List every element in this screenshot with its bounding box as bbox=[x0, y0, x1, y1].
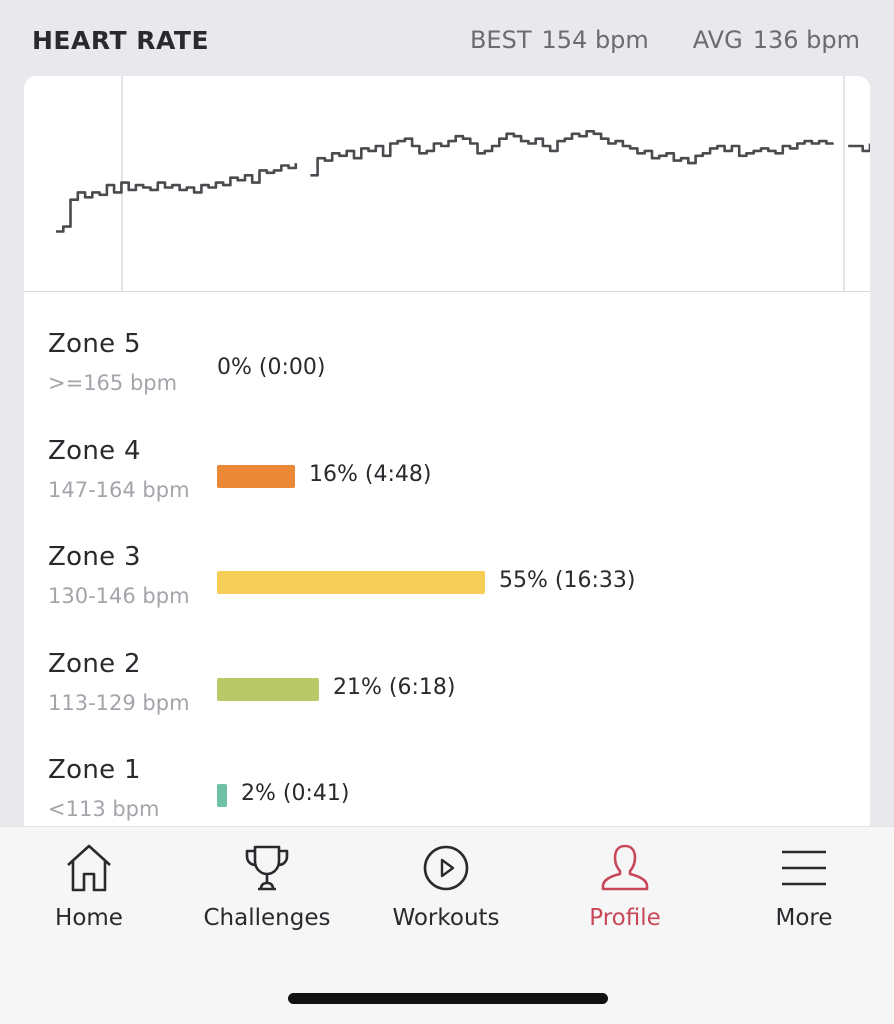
zone-value: 55% (16:33) bbox=[499, 568, 636, 593]
zone-name: Zone 2 bbox=[48, 648, 141, 679]
home-indicator[interactable] bbox=[288, 993, 608, 1004]
heart-rate-card: Zone 5 >=165 bpm 0% (0:00) Zone 4 147-164 bp… bbox=[24, 76, 870, 836]
best-value: 154 bpm bbox=[541, 26, 649, 54]
heart-rate-header: HEART RATE BEST 154 bpm AVG 136 bpm bbox=[0, 0, 894, 76]
best-stat: BEST 154 bpm bbox=[470, 26, 649, 54]
zone-value: 21% (6:18) bbox=[333, 674, 456, 700]
zone-value: 16% (4:48) bbox=[309, 461, 432, 487]
profile-icon bbox=[536, 841, 714, 895]
tab-challenges[interactable]: Challenges bbox=[178, 841, 356, 941]
best-label: BEST bbox=[469, 26, 532, 54]
menu-icon bbox=[715, 841, 893, 895]
tab-home[interactable]: Home bbox=[0, 841, 178, 941]
zone-row: Zone 5 >=165 bpm 0% (0:00) bbox=[24, 311, 870, 418]
avg-label: AVG bbox=[692, 26, 743, 54]
play-circle-icon bbox=[357, 841, 535, 895]
zone-row: Zone 4 147-164 bpm 16% (4:48) bbox=[24, 418, 870, 525]
home-icon bbox=[0, 841, 178, 895]
heart-rate-chart[interactable] bbox=[24, 76, 870, 292]
page-title: HEART RATE bbox=[32, 26, 210, 55]
zone-bar bbox=[217, 677, 319, 701]
tab-workouts[interactable]: Workouts bbox=[357, 841, 535, 941]
heart-rate-line-segment bbox=[848, 143, 870, 153]
tab-more[interactable]: More bbox=[715, 841, 893, 941]
zone-value: 2% (0:41) bbox=[241, 781, 350, 806]
heart-rate-line-segment bbox=[310, 129, 834, 177]
zone-range: 113-129 bpm bbox=[48, 690, 190, 715]
heart-rate-line-segment bbox=[56, 163, 298, 233]
zone-bar bbox=[217, 464, 295, 488]
zone-range: 147-164 bpm bbox=[48, 477, 190, 502]
zone-range: <113 bpm bbox=[48, 797, 160, 821]
zone-list: Zone 5 >=165 bpm 0% (0:00) Zone 4 147-164 bp… bbox=[24, 311, 870, 836]
tab-bar: Home Challenges Workouts Profile More bbox=[0, 826, 894, 1024]
zone-row: Zone 3 130-146 bpm 55% (16:33) bbox=[24, 524, 870, 631]
zone-value: 0% (0:00) bbox=[217, 355, 326, 380]
tab-label: More bbox=[775, 905, 833, 931]
zone-name: Zone 4 bbox=[48, 435, 141, 466]
zone-name: Zone 5 bbox=[48, 329, 141, 359]
avg-value: 136 bpm bbox=[752, 26, 860, 54]
heart-rate-chart-svg bbox=[56, 76, 870, 291]
zone-row: Zone 2 113-129 bpm 21% (6:18) bbox=[24, 631, 870, 738]
tab-profile[interactable]: Profile bbox=[536, 841, 714, 941]
heart-rate-stats: BEST 154 bpm AVG 136 bpm bbox=[426, 26, 860, 54]
tab-label: Home bbox=[55, 905, 123, 931]
tab-label: Challenges bbox=[203, 905, 331, 931]
tab-label: Workouts bbox=[392, 905, 500, 931]
trophy-icon bbox=[178, 841, 356, 895]
zone-bar bbox=[217, 571, 485, 594]
zone-name: Zone 1 bbox=[48, 755, 141, 785]
zone-row: Zone 1 <113 bpm 2% (0:41) bbox=[24, 737, 870, 836]
zone-range: 130-146 bpm bbox=[48, 584, 190, 608]
zone-range: >=165 bpm bbox=[48, 371, 178, 395]
heart-rate-series bbox=[56, 129, 870, 233]
avg-stat: AVG 136 bpm bbox=[693, 26, 860, 54]
zone-name: Zone 3 bbox=[48, 542, 141, 572]
zone-bar bbox=[217, 784, 227, 807]
tab-label: Profile bbox=[589, 905, 661, 931]
